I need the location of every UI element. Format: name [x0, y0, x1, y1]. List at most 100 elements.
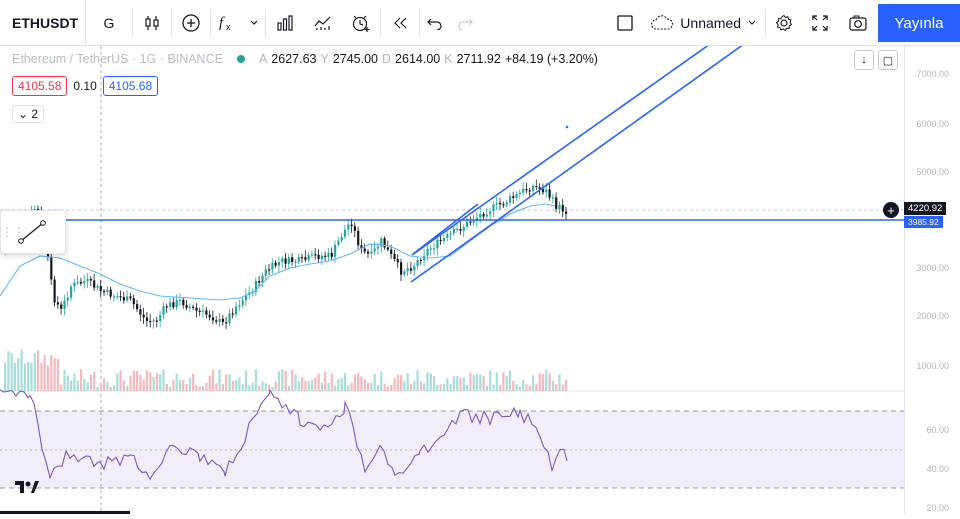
layout-square-icon[interactable]: [608, 0, 642, 46]
candle-body: [231, 313, 234, 315]
candle-body: [469, 221, 472, 223]
candle-body: [528, 190, 531, 192]
redo-icon[interactable]: [450, 0, 480, 46]
candle-body: [373, 248, 376, 252]
volume-bar: [558, 374, 561, 391]
volume-bar: [33, 353, 36, 391]
tradingview-logo[interactable]: [14, 480, 40, 499]
candle-body: [360, 245, 363, 249]
candle-body: [66, 297, 69, 301]
candle-body: [139, 309, 142, 315]
volume-bar: [10, 352, 13, 391]
volume-bar: [538, 373, 541, 391]
volume-bar: [337, 378, 340, 391]
volume-bar: [334, 385, 337, 391]
arrow-down-icon[interactable]: ↓: [854, 50, 874, 70]
volume-bar: [142, 379, 145, 391]
candle-body: [343, 229, 347, 237]
spread-value: 0.10: [73, 79, 97, 93]
replay-rewind-icon[interactable]: [381, 0, 419, 46]
candle-body: [479, 214, 482, 218]
undo-icon[interactable]: [420, 0, 450, 46]
templates-icon[interactable]: [304, 0, 342, 46]
volume-bar: [13, 362, 17, 391]
chevron-down-icon[interactable]: [243, 0, 265, 46]
collapse-indicators-button[interactable]: ⌄ 2: [12, 105, 45, 123]
chart-pane[interactable]: [0, 43, 904, 517]
alert-clock-icon[interactable]: [342, 0, 380, 46]
volume-bar: [492, 384, 495, 391]
candle-body: [169, 302, 172, 308]
rsi-band: [0, 411, 904, 488]
symbol-search-button[interactable]: ETHUSDT: [0, 0, 86, 46]
volume-bar: [235, 379, 238, 391]
candle-body: [409, 268, 413, 271]
drawing-toolbar-popup[interactable]: ⋮⋮: [0, 210, 66, 254]
candle-body: [136, 304, 139, 310]
volume-bar: [264, 383, 267, 391]
volume-bar: [37, 350, 40, 391]
candle-body: [512, 196, 515, 198]
price-tick-label: 3000.00: [916, 263, 949, 273]
volume-bar: [27, 361, 30, 391]
interval-button[interactable]: G: [103, 14, 115, 31]
price-tick-label: 7000.00: [916, 69, 949, 79]
settings-gear-icon[interactable]: [766, 0, 802, 46]
candle-body: [433, 248, 436, 250]
buy-price-button[interactable]: 4105.68: [102, 76, 159, 96]
candle-body: [149, 320, 152, 323]
volume-bar: [347, 385, 350, 391]
compare-plus-icon[interactable]: [172, 0, 210, 46]
legend-low-label: D: [382, 52, 392, 66]
add-alert-plus-icon[interactable]: +: [883, 202, 899, 218]
volume-bar: [327, 382, 330, 391]
candle-body: [218, 318, 221, 322]
candles-chart-type-icon[interactable]: [133, 0, 171, 46]
volume-bar: [4, 362, 7, 391]
candle-body: [386, 247, 389, 250]
volume-bar: [360, 376, 363, 391]
chart-legend[interactable]: Ethereum / TetherUS · 1G · BINANCE A 2627…: [12, 52, 598, 66]
fullscreen-icon[interactable]: [802, 0, 838, 46]
layout-name-button[interactable]: Unnamed: [642, 15, 765, 31]
price-chart[interactable]: [0, 43, 904, 517]
volume-bar: [551, 380, 554, 391]
anchor-dot: [565, 125, 569, 129]
candle-body: [442, 237, 446, 242]
candle-body: [538, 187, 541, 189]
bid-ask-panel: 4105.58 0.10 4105.68: [12, 76, 159, 96]
volume-bar: [390, 384, 393, 391]
trend-line-icon[interactable]: [15, 217, 49, 247]
candle-body: [202, 310, 205, 312]
volume-bar: [416, 370, 419, 391]
volume-bar: [221, 384, 224, 391]
financials-bar-icon[interactable]: [266, 0, 304, 46]
candle-body: [215, 320, 218, 322]
camera-snapshot-icon[interactable]: [838, 0, 878, 46]
candle-body: [518, 192, 521, 195]
volume-bar: [386, 386, 389, 391]
candle-body: [416, 259, 419, 267]
price-axis[interactable]: 7000.00 6000.00 5000.00 3000.00 2000.00 1000.…: [904, 46, 960, 514]
publish-button[interactable]: Yayınla: [878, 4, 960, 42]
volume-bar: [248, 385, 251, 391]
volume-bar: [182, 379, 185, 391]
candle-body: [63, 300, 66, 309]
candle-body: [413, 266, 416, 271]
candle-body: [182, 299, 185, 306]
candle-body: [178, 299, 182, 302]
volume-bar: [178, 379, 182, 391]
volume-bar: [159, 374, 162, 391]
candle-body: [505, 202, 508, 205]
volume-bar: [469, 372, 472, 391]
legend-high-label: Y: [320, 52, 329, 66]
candle-body: [132, 298, 135, 305]
drag-handle-icon[interactable]: ⋮⋮: [1, 225, 25, 239]
sell-price-button[interactable]: 4105.58: [12, 76, 68, 96]
volume-bar: [433, 376, 436, 391]
candle-body: [119, 296, 122, 298]
volume-bar: [53, 358, 56, 391]
candle-body: [492, 204, 495, 212]
maximize-pane-icon[interactable]: ▢: [878, 50, 898, 70]
